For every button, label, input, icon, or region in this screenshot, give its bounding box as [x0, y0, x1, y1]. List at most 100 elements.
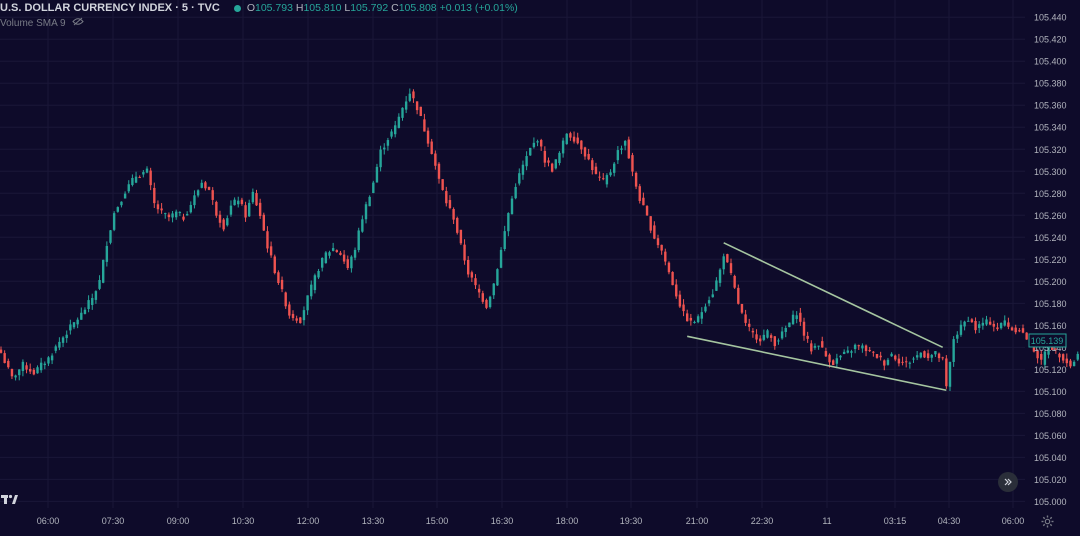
candle-body [492, 283, 495, 296]
candlestick-series [0, 88, 1079, 392]
candle-body [1032, 345, 1036, 352]
x-tick-label: 04:30 [938, 516, 961, 526]
y-tick-label: 105.240 [1034, 233, 1067, 243]
last-price-label: 105.139 [1028, 333, 1067, 348]
candle-body [609, 172, 612, 176]
candle-body [1047, 344, 1050, 355]
candle-body [737, 287, 740, 304]
eye-hidden-icon[interactable] [71, 17, 84, 29]
candle-body [488, 296, 492, 308]
candle-body [897, 358, 901, 364]
y-tick-label: 105.440 [1034, 13, 1067, 23]
candle-body [185, 214, 189, 216]
candle-body [226, 218, 229, 226]
candle-body [262, 214, 265, 231]
candle-body [182, 216, 185, 220]
candle-body [693, 321, 696, 324]
candle-body [718, 269, 722, 283]
candle-body [342, 254, 346, 262]
y-tick-label: 105.000 [1034, 497, 1067, 507]
wedge-trendlines[interactable] [687, 242, 947, 392]
y-tick-label: 105.020 [1034, 475, 1067, 485]
candle-body [591, 160, 594, 171]
y-tick-label: 105.200 [1034, 277, 1067, 287]
candle-body [54, 346, 57, 351]
candle-body [481, 293, 484, 302]
candle-body [364, 204, 368, 220]
candle-body [605, 175, 609, 185]
candle-body [558, 152, 561, 164]
candle-body [25, 365, 28, 370]
candle-body [631, 155, 634, 172]
candle-body [576, 137, 579, 144]
trendline[interactable] [723, 242, 944, 349]
candle-body [656, 238, 660, 246]
candle-body [434, 153, 437, 166]
candle-body [952, 339, 955, 362]
volume-indicator-legend[interactable]: Volume SMA 9 [0, 17, 84, 29]
candle-body [959, 324, 963, 335]
time-axis[interactable]: 06:00 07:30 09:00 10:30 12:00 13:30 15:00 16:30… [37, 516, 1025, 526]
candle-body [156, 204, 160, 210]
candle-body [76, 319, 79, 325]
candle-body [784, 328, 787, 332]
candle-body [496, 269, 499, 286]
x-tick-label: 15:00 [426, 516, 449, 526]
candle-body [642, 197, 645, 206]
candle-body [207, 186, 211, 190]
settings-gear-icon[interactable] [1041, 515, 1054, 533]
candle-body [36, 367, 39, 374]
candle-body [350, 256, 353, 269]
candle-body [383, 147, 386, 150]
candle-body [791, 314, 795, 325]
candle-body [755, 334, 758, 340]
candle-body [313, 275, 317, 291]
x-tick-label: 06:00 [37, 516, 60, 526]
candle-body [91, 298, 94, 305]
candle-body [926, 353, 930, 359]
candle-body [120, 201, 123, 206]
candle-body [795, 315, 798, 320]
candle-body [58, 341, 61, 348]
candle-body [740, 303, 744, 313]
candle-body [386, 140, 390, 146]
candle-body [550, 163, 554, 172]
candle-body [339, 252, 342, 255]
y-tick-label: 105.180 [1034, 299, 1067, 309]
price-axis[interactable]: 105.440 105.420 105.400 105.380 105.360 105.3… [1034, 13, 1067, 507]
y-tick-label: 105.380 [1034, 79, 1067, 89]
candle-body [777, 340, 780, 342]
candle-body [142, 172, 145, 175]
candle-body [441, 179, 444, 190]
trendline[interactable] [687, 335, 947, 392]
candle-body [660, 244, 663, 251]
tradingview-logo-icon [0, 491, 20, 507]
candle-body [357, 230, 360, 251]
scroll-forward-icon[interactable] [998, 472, 1018, 492]
candle-body [47, 357, 50, 364]
candle-body [404, 101, 408, 110]
symbol-title[interactable]: U.S. DOLLAR CURRENCY INDEX · 5 · TVC [0, 2, 220, 14]
y-tick-label: 105.320 [1034, 145, 1067, 155]
candle-body [167, 214, 171, 218]
candle-body [1040, 353, 1043, 360]
candle-body [284, 292, 287, 307]
candle-body [94, 291, 98, 300]
candle-body [379, 149, 382, 168]
candle-body [273, 256, 276, 274]
candle-body [923, 351, 926, 358]
candle-body [29, 368, 32, 372]
candle-body [1043, 351, 1047, 365]
candle-body [426, 130, 430, 144]
legend-header: U.S. DOLLAR CURRENCY INDEX · 5 · TVC O10… [0, 2, 518, 14]
candle-body [123, 193, 127, 199]
candle-body [1025, 332, 1028, 340]
candle-body [14, 375, 17, 378]
candle-body [667, 262, 671, 273]
candle-body [1061, 354, 1065, 361]
candle-body [39, 362, 43, 371]
candle-body [87, 300, 90, 310]
candle-body [499, 249, 503, 268]
candle-body [288, 304, 291, 316]
